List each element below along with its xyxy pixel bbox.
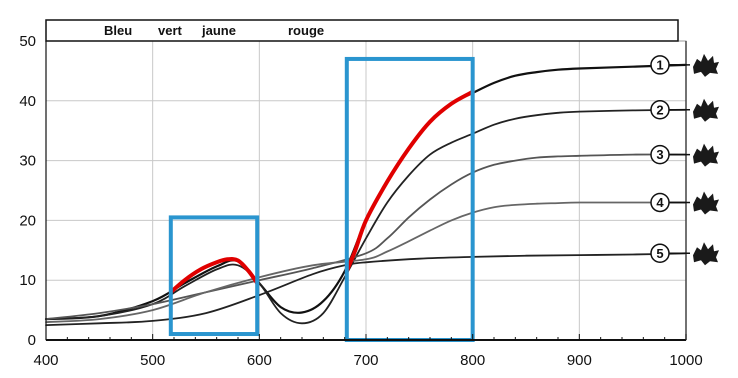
series-number-label: 1	[656, 57, 663, 72]
band-header: Bleu vert jaune rouge	[45, 19, 679, 42]
y-tick-label: 10	[19, 272, 36, 289]
axes: 400 500 600 700 800 900 1000 0 10 20 30 40 50	[19, 33, 702, 369]
y-tick-label: 50	[19, 33, 36, 50]
y-tick-label: 0	[28, 332, 36, 349]
y-tick-label: 20	[19, 212, 36, 229]
leaf-icon	[693, 191, 719, 215]
series-markers: 1 2 3 4 5	[650, 53, 719, 266]
series-number-label: 3	[656, 147, 663, 162]
leaf-icon	[693, 143, 719, 167]
x-tick-label: 700	[353, 352, 378, 369]
band-label: Bleu	[104, 23, 132, 38]
x-tick-label: 900	[567, 352, 592, 369]
series-number-label: 5	[656, 246, 663, 261]
leaf-icon	[693, 53, 719, 77]
band-label: rouge	[288, 23, 324, 38]
band-header-box	[45, 19, 679, 42]
highlight-box	[168, 215, 260, 337]
series-number-label: 4	[656, 195, 664, 210]
band-label: jaune	[201, 23, 236, 38]
series-group	[44, 63, 688, 326]
leaf-icon	[693, 242, 719, 266]
series-line-2	[45, 108, 687, 325]
series-number-label: 2	[656, 102, 663, 117]
series-line-5	[45, 252, 687, 326]
grid	[46, 41, 686, 340]
leaf-icon	[693, 98, 719, 122]
highlight-segment	[168, 257, 260, 295]
x-tick-label: 600	[247, 352, 272, 369]
series-line-4	[45, 201, 687, 323]
x-tick-label: 800	[460, 352, 485, 369]
highlight-segment	[344, 89, 475, 274]
y-tick-label: 40	[19, 93, 36, 110]
y-tick-label: 30	[19, 153, 36, 170]
x-tick-label: 1000	[669, 352, 702, 369]
band-label: vert	[158, 23, 183, 38]
highlight-group	[168, 89, 475, 295]
x-tick-label: 400	[33, 352, 58, 369]
x-tick-label: 500	[140, 352, 165, 369]
